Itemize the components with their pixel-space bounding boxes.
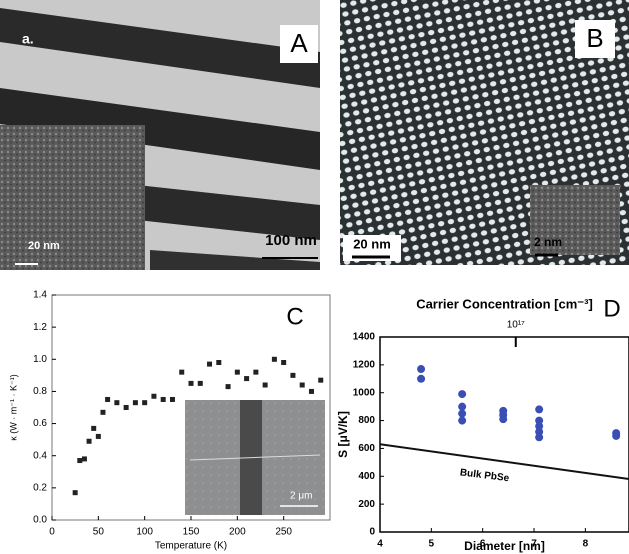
- inset-image: [0, 125, 145, 270]
- plot-frame: [380, 337, 629, 532]
- x-tick-label: 0: [49, 527, 55, 538]
- point: [309, 389, 314, 394]
- point: [499, 415, 507, 423]
- panel-b: B 20 nm 2 nm: [340, 0, 629, 265]
- point: [226, 384, 231, 389]
- point: [290, 373, 295, 378]
- point: [151, 394, 156, 399]
- point: [207, 362, 212, 367]
- point: [189, 381, 194, 386]
- point: [272, 357, 277, 362]
- scale-label: 2 nm: [534, 235, 562, 249]
- x2-axis-label: Carrier Concentration [cm⁻³]: [416, 296, 593, 311]
- point: [161, 397, 166, 402]
- point: [77, 458, 82, 463]
- point: [458, 403, 466, 411]
- scale-label: 100 nm: [265, 232, 317, 249]
- y-tick-label: 1200: [353, 359, 376, 370]
- x2-tick-label: 10¹⁷: [507, 320, 525, 331]
- point: [263, 383, 268, 388]
- point: [105, 397, 110, 402]
- y-axis-label: κ (W · m⁻¹ · K⁻¹): [8, 374, 18, 440]
- point: [244, 376, 249, 381]
- point: [114, 400, 119, 405]
- y-tick-label: 1400: [353, 332, 376, 343]
- x-tick-label: 150: [183, 527, 200, 538]
- point: [82, 456, 87, 461]
- point: [142, 400, 147, 405]
- point: [535, 433, 543, 441]
- point: [91, 426, 96, 431]
- point: [300, 383, 305, 388]
- point: [458, 417, 466, 425]
- point: [133, 400, 138, 405]
- y-tick-label: 1000: [353, 387, 376, 398]
- x-tick-label: 200: [229, 527, 246, 538]
- point: [124, 405, 129, 410]
- point: [198, 381, 203, 386]
- x-tick-label: 250: [275, 527, 292, 538]
- line-label: Bulk PbSe: [459, 467, 510, 484]
- y-tick-label: 1.4: [33, 290, 47, 301]
- x-axis-label: Diameter [nm]: [464, 539, 545, 553]
- y-tick-label: 400: [358, 471, 375, 482]
- y-tick-label: 0.2: [33, 482, 47, 493]
- point: [458, 410, 466, 418]
- y-tick-label: 0.6: [33, 418, 47, 429]
- y-tick-label: 0.4: [33, 450, 47, 461]
- panel-label: B: [586, 23, 603, 53]
- panel-label: D: [603, 295, 620, 322]
- scale-label: 2 μm: [290, 491, 312, 502]
- point: [612, 432, 620, 440]
- panel-label: A: [290, 28, 308, 58]
- panel-label: C: [286, 303, 303, 330]
- y-tick-label: 600: [358, 443, 375, 454]
- figure: a. A 20 nm 100 nm B 20 nm 2 nm 2 μm 0.0 0.…: [0, 0, 629, 554]
- y-tick-label: 1.2: [33, 322, 47, 333]
- point: [216, 360, 221, 365]
- panel-a: a. A 20 nm 100 nm: [0, 0, 320, 270]
- x-tick-label: 100: [136, 527, 153, 538]
- y-axis-label: S [μV/K]: [336, 411, 350, 458]
- scale-label: 20 nm: [28, 240, 60, 252]
- point: [318, 378, 323, 383]
- y-tick-label: 800: [358, 415, 375, 426]
- point: [179, 370, 184, 375]
- point: [235, 370, 240, 375]
- point: [100, 410, 105, 415]
- point: [96, 434, 101, 439]
- point: [535, 405, 543, 413]
- point: [73, 490, 78, 495]
- y-tick-label: 200: [358, 499, 375, 510]
- point: [253, 370, 258, 375]
- x-tick-label: 8: [583, 539, 589, 550]
- x-tick-label: 4: [377, 539, 383, 550]
- scale-label: 20 nm: [353, 236, 391, 251]
- y-tick-label: 0.0: [33, 515, 47, 526]
- y-tick-label: 0: [369, 527, 375, 538]
- sublabel: a.: [22, 31, 34, 47]
- point: [281, 360, 286, 365]
- point: [458, 390, 466, 398]
- y-tick-label: 0.8: [33, 386, 47, 397]
- y-tick-label: 1.0: [33, 354, 47, 365]
- x-tick-label: 5: [429, 539, 435, 550]
- point: [417, 365, 425, 373]
- point: [417, 375, 425, 383]
- x-axis-label: Temperature (K): [155, 541, 227, 552]
- point: [87, 439, 92, 444]
- x-tick-label: 50: [93, 527, 105, 538]
- point: [170, 397, 175, 402]
